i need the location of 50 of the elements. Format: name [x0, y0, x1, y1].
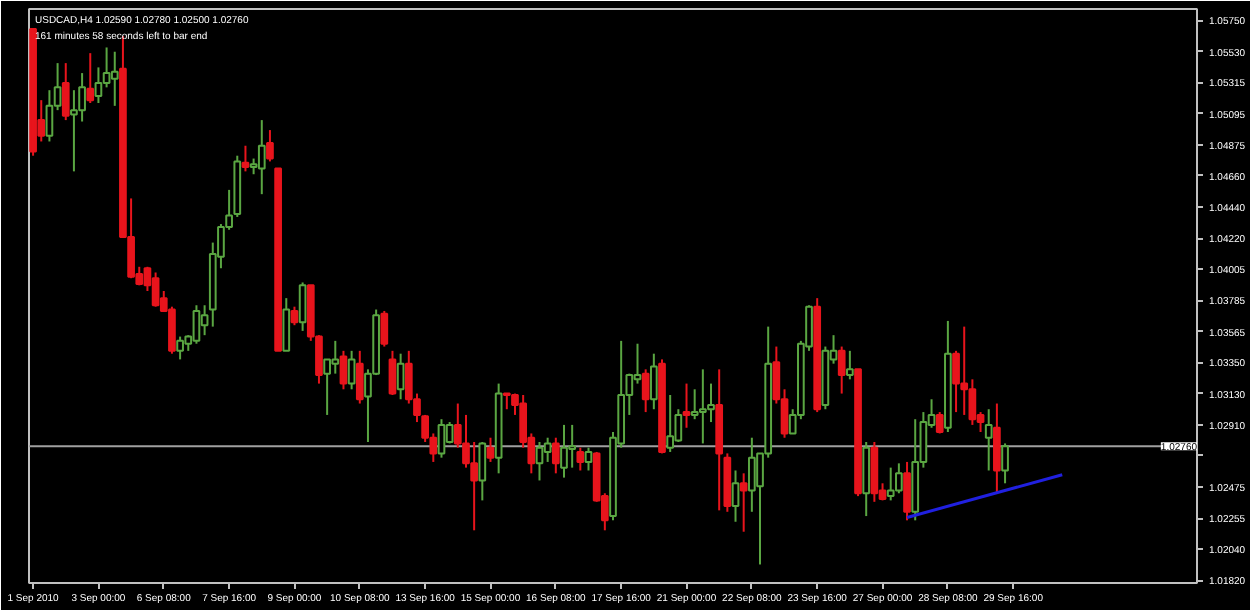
candlestick [535, 440, 544, 482]
candlestick [347, 349, 356, 391]
candlestick [993, 402, 1001, 495]
candlestick [576, 446, 585, 472]
candlestick [731, 469, 740, 523]
candlestick [45, 89, 54, 143]
candlestick [543, 436, 552, 463]
candlestick [968, 378, 977, 426]
candlestick [895, 462, 903, 495]
candlestick [257, 119, 266, 196]
candlestick [903, 460, 911, 522]
candlestick [666, 393, 675, 453]
candlestick [266, 129, 274, 163]
candlestick [437, 418, 446, 459]
candlestick [837, 345, 846, 395]
candlestick [560, 423, 568, 479]
candlestick [331, 339, 340, 375]
candlestick [102, 46, 111, 89]
candlestick [290, 305, 299, 327]
candlestick [192, 304, 201, 345]
candlestick [339, 349, 348, 391]
candlestick [478, 440, 487, 502]
candlestick [486, 436, 495, 463]
candlestick [61, 62, 70, 122]
candlestick [86, 52, 95, 104]
candlestick [110, 50, 119, 107]
candlestick [1001, 442, 1009, 485]
candlestick [886, 466, 895, 502]
candlestick [551, 436, 560, 475]
candlestick [355, 349, 364, 405]
candlestick [649, 352, 658, 411]
candlestick [584, 446, 593, 472]
candlestick [94, 66, 103, 104]
candlestick [298, 281, 307, 332]
candlestick [870, 440, 879, 503]
candlestick [380, 309, 389, 348]
candlestick [168, 305, 176, 355]
candlestick [641, 368, 650, 414]
candlestick [984, 408, 993, 472]
candlestick [388, 349, 397, 396]
candlestick [698, 368, 707, 445]
candlestick [241, 144, 250, 173]
candlestick [282, 297, 291, 352]
candlestick [862, 440, 871, 518]
candlestick [176, 335, 184, 361]
candlestick [151, 271, 160, 308]
candlestick [396, 352, 405, 401]
candlestick [682, 382, 691, 429]
candlestick [846, 349, 854, 381]
candlestick [739, 472, 748, 533]
